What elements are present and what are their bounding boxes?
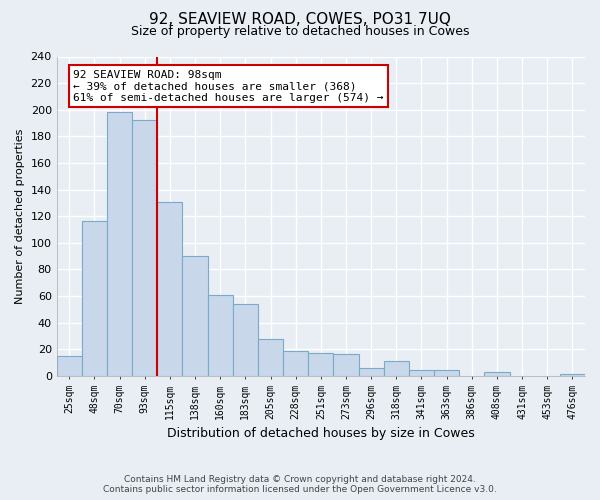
Bar [434,370,459,376]
Bar [283,350,308,376]
Bar [384,361,409,376]
Bar [308,353,334,376]
Bar [233,304,258,376]
Text: Size of property relative to detached houses in Cowes: Size of property relative to detached ho… [131,25,469,38]
Bar [157,202,182,376]
Bar [82,222,107,376]
Bar [359,368,384,376]
Bar [334,354,359,376]
X-axis label: Distribution of detached houses by size in Cowes: Distribution of detached houses by size … [167,427,475,440]
Bar [56,356,82,376]
Text: 92, SEAVIEW ROAD, COWES, PO31 7UQ: 92, SEAVIEW ROAD, COWES, PO31 7UQ [149,12,451,28]
Text: Contains HM Land Registry data © Crown copyright and database right 2024.
Contai: Contains HM Land Registry data © Crown c… [103,474,497,494]
Text: 92 SEAVIEW ROAD: 98sqm
← 39% of detached houses are smaller (368)
61% of semi-de: 92 SEAVIEW ROAD: 98sqm ← 39% of detached… [73,70,383,103]
Bar [409,370,434,376]
Bar [182,256,208,376]
Bar [107,112,132,376]
Bar [258,338,283,376]
Bar [560,374,585,376]
Bar [208,294,233,376]
Y-axis label: Number of detached properties: Number of detached properties [15,128,25,304]
Bar [132,120,157,376]
Bar [484,372,509,376]
